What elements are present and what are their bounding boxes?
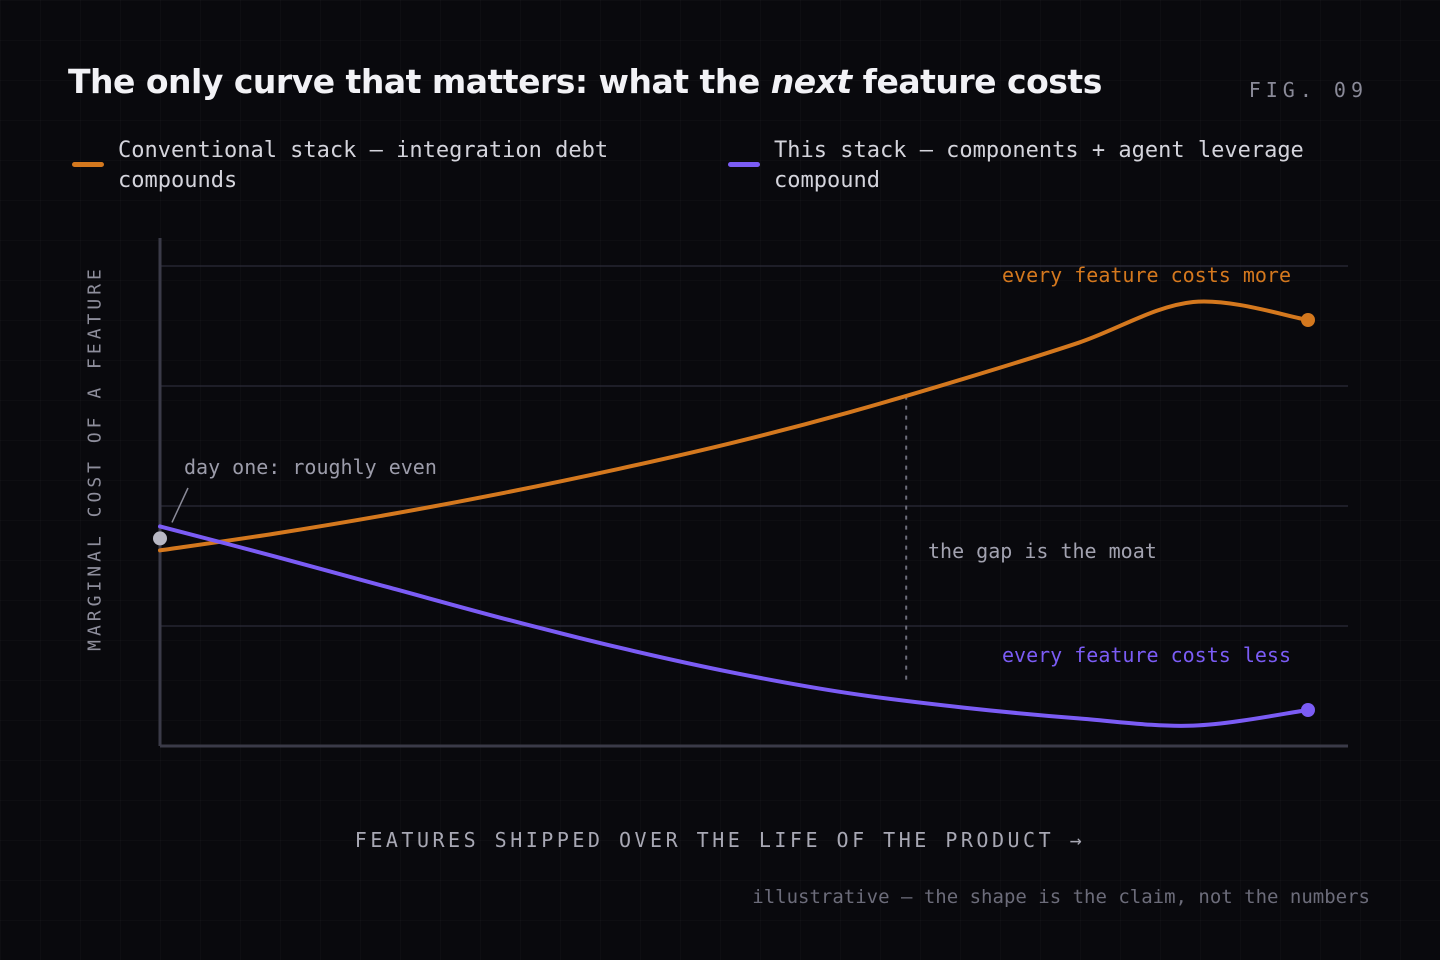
legend-swatch-this-stack <box>728 162 760 167</box>
legend-item-conventional: Conventional stack — integration debt co… <box>72 136 662 196</box>
legend-item-this-stack: This stack — components + agent leverage… <box>728 136 1368 196</box>
annotation-day-one: day one: roughly even <box>184 455 437 479</box>
chart-title: The only curve that matters: what the ne… <box>68 62 1102 101</box>
series-conventional-end-point <box>1301 313 1315 327</box>
start-point <box>153 531 167 546</box>
title-emphasis: next <box>770 62 852 101</box>
series-this-stack-end-point <box>1301 703 1315 717</box>
legend-label-this-stack: This stack — components + agent leverage… <box>774 138 1304 193</box>
series-this-stack-line <box>158 524 1310 728</box>
footnote: illustrative — the shape is the claim, n… <box>752 886 1370 908</box>
series-conventional-line <box>158 299 1310 553</box>
annotation-gap: the gap is the moat <box>928 539 1157 563</box>
x-axis-label: FEATURES SHIPPED OVER THE LIFE OF THE PR… <box>354 828 1086 852</box>
legend-swatch-conventional <box>72 162 104 167</box>
legend-label-conventional: Conventional stack — integration debt co… <box>118 138 609 193</box>
annotation-costs-more: every feature costs more <box>1002 263 1291 287</box>
annotation-costs-less: every feature costs less <box>1002 643 1291 667</box>
grid-lines <box>160 265 1348 627</box>
start-annotation-leader <box>171 487 189 523</box>
figure-label: FIG. 09 <box>1248 78 1368 102</box>
